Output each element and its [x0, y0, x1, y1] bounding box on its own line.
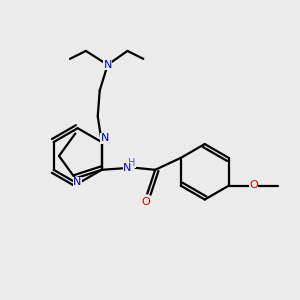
Text: N: N [103, 60, 112, 70]
Text: O: O [141, 196, 150, 206]
Text: N: N [100, 133, 109, 143]
Text: H: H [128, 158, 135, 168]
Text: N: N [123, 163, 132, 173]
Text: N: N [73, 177, 82, 188]
Text: O: O [249, 180, 258, 190]
